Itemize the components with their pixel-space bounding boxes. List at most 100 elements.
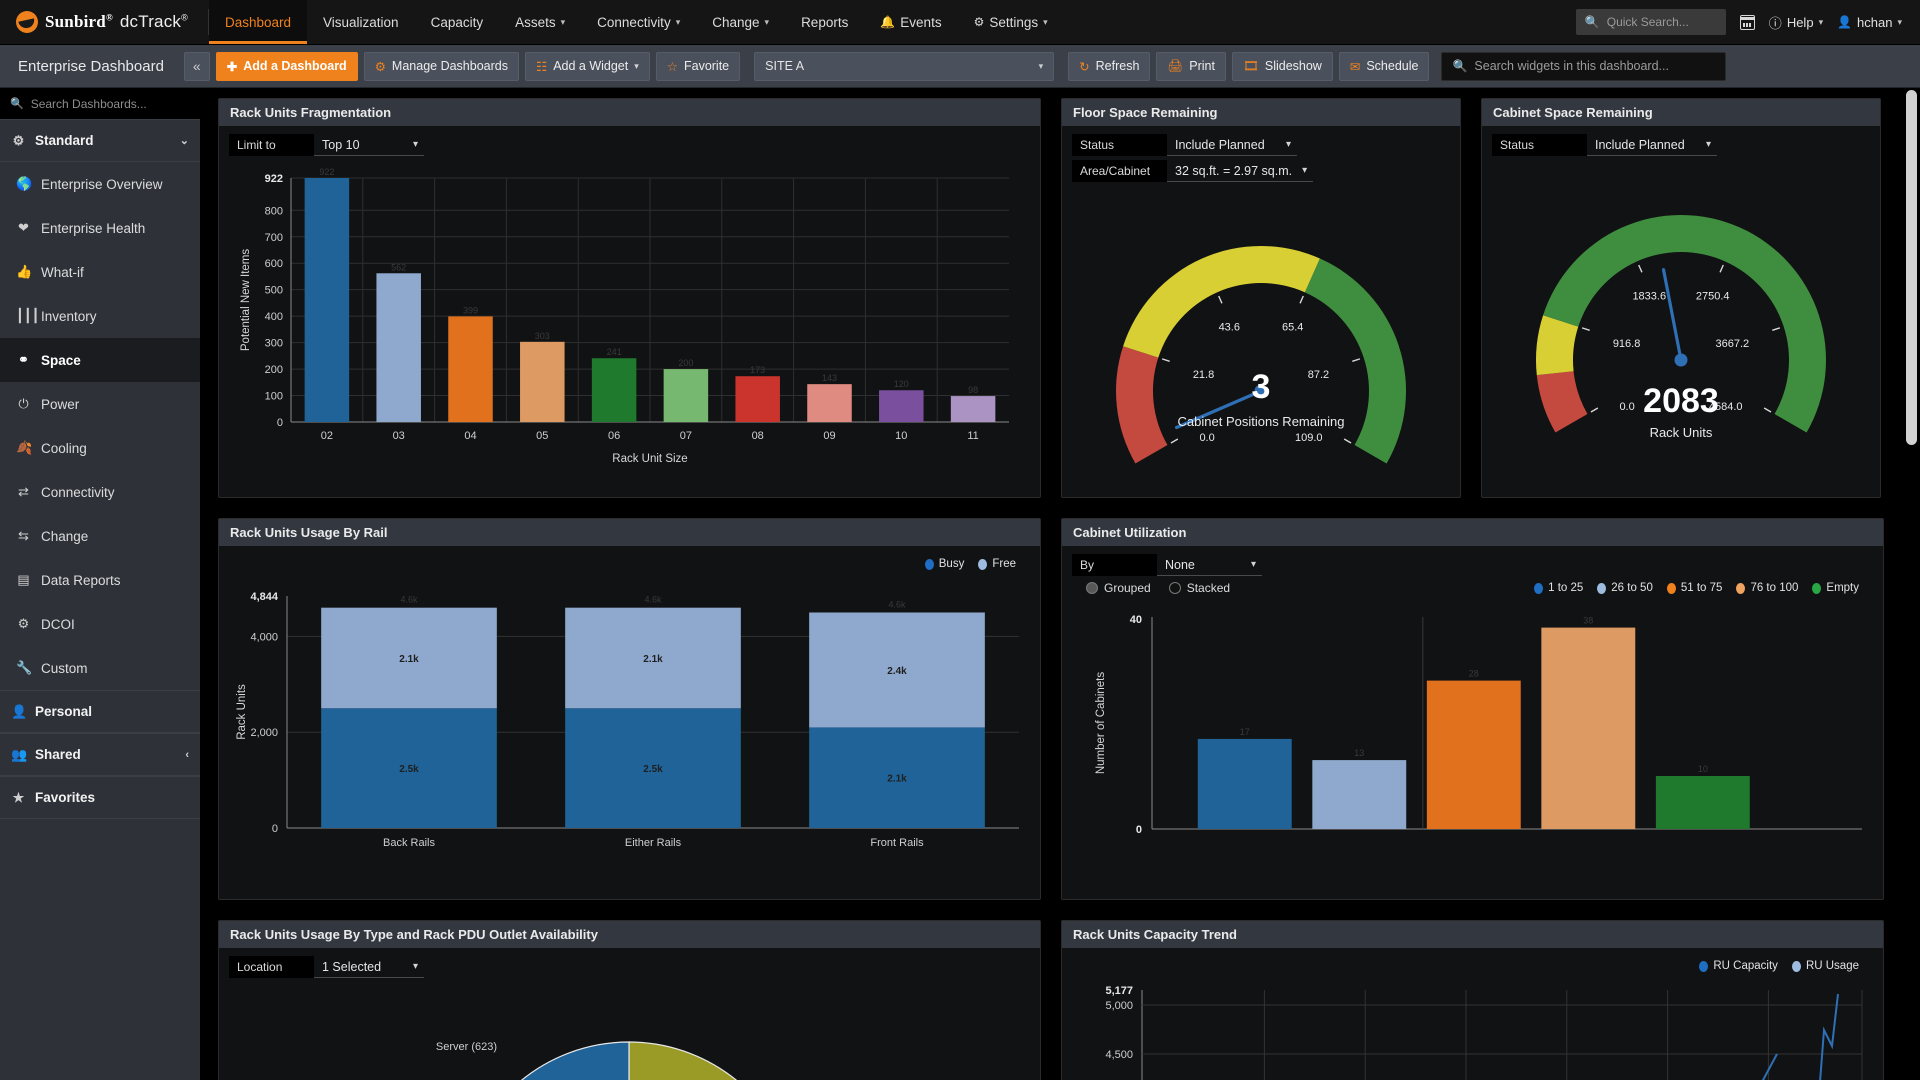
legend-item-busy[interactable]: Busy	[924, 558, 964, 570]
radio-stacked[interactable]: Stacked	[1168, 581, 1230, 595]
fragmentation-chart: 0 100 200 300 400 500 600 700 800 922 922 02 562 03 39…	[240, 167, 1009, 465]
nav-item-capacity[interactable]: Capacity	[430, 14, 484, 30]
widget-usage-by-type: Rack Units Usage By Type and Rack PDU Ou…	[218, 920, 1041, 1080]
slideshow-button[interactable]: 🎞 Slideshow	[1231, 51, 1333, 81]
location-select[interactable]: 1 Selected ▾	[314, 956, 424, 978]
sidebar-section-favorites[interactable]: ★ Favorites	[0, 776, 200, 819]
legend-item-51-to-75[interactable]: 51 to 75	[1666, 582, 1722, 594]
refresh-button[interactable]: ↻ Refresh	[1068, 51, 1151, 81]
status-select[interactable]: Include Planned ▾	[1167, 134, 1297, 156]
sidebar-search-input[interactable]: 🔍 Search Dashboards...	[0, 88, 200, 119]
nav-item-events[interactable]: 🔔 Events	[880, 14, 942, 30]
legend-item-26-to-50[interactable]: 26 to 50	[1597, 582, 1653, 594]
sidebar-item-custom[interactable]: 🔧 Custom	[16, 660, 88, 676]
nav-item-change[interactable]: Change ▾	[712, 14, 770, 30]
nav-item-dashboard[interactable]: Dashboard	[208, 0, 308, 44]
svg-text:1833.6: 1833.6	[1632, 291, 1666, 303]
thumbs-up-icon: 👍	[16, 264, 33, 279]
nav-item-visualization[interactable]: Visualization	[323, 14, 399, 30]
scrollbar-thumb[interactable]	[1906, 90, 1917, 445]
sidebar-item-what-if[interactable]: 👍 What-if	[16, 264, 84, 280]
legend-item-1-to-25[interactable]: 1 to 25	[1534, 582, 1583, 594]
widget-body: RU Capacity RU Usage 5,177 5,000 4,500	[1062, 948, 1883, 1080]
chevron-left-icon: ‹	[185, 748, 189, 761]
plus-icon: ✚	[226, 59, 238, 74]
svg-text:2083: 2083	[1643, 382, 1719, 420]
gear-icon: ⚙	[973, 15, 985, 29]
bell-icon: 🔔	[880, 15, 896, 29]
by-select[interactable]: None ▾	[1157, 554, 1262, 576]
nav-item-settings[interactable]: ⚙ Settings ▾	[973, 14, 1048, 30]
svg-text:399: 399	[463, 305, 478, 315]
barcode-icon: ┃┃┃	[16, 308, 40, 323]
svg-text:100: 100	[265, 391, 283, 403]
legend-dot	[978, 558, 988, 570]
svg-text:04: 04	[464, 430, 476, 442]
sidebar-item-space[interactable]: ⚭ Space	[0, 338, 200, 382]
nav-item-assets[interactable]: Assets ▾	[515, 14, 566, 30]
sidebar-item-dcoi[interactable]: ⚙ DCOI	[17, 616, 75, 632]
legend-item-ru-usage[interactable]: RU Usage	[1791, 960, 1859, 972]
envelope-icon: ✉	[1349, 59, 1361, 74]
main-nav-items: Dashboard Visualization Capacity Assets ▾…	[208, 0, 1064, 44]
power-icon: ⏻	[18, 396, 29, 411]
sidebar-section-personal[interactable]: 👤 Personal	[0, 690, 200, 733]
legend-dot	[1597, 582, 1607, 594]
widget-search-input[interactable]: 🔍 Search widgets in this dashboard...	[1441, 51, 1727, 81]
legend-item-76-to-100[interactable]: 76 to 100	[1736, 582, 1798, 594]
svg-text:109.0: 109.0	[1295, 432, 1323, 444]
legend-dot	[1699, 960, 1709, 972]
site-select[interactable]: SITE A ▾	[754, 51, 1055, 81]
sidebar-item-power[interactable]: ⏻ Power	[0, 382, 200, 426]
svg-text:2.1k: 2.1k	[887, 774, 907, 785]
favorite-button[interactable]: ☆ Favorite	[655, 51, 741, 81]
sidebar-group-standard[interactable]: ⚙ Standard ⌄	[0, 119, 200, 162]
sidebar-item-connectivity[interactable]: ⇄ Connectivity	[0, 470, 200, 514]
group-mode-radios: Grouped Stacked	[1072, 581, 1230, 595]
manage-dashboards-button[interactable]: ⚙ Manage Dashboards	[363, 51, 519, 81]
status-label: Status	[1492, 134, 1587, 156]
status-select[interactable]: Include Planned ▾	[1587, 134, 1717, 156]
help-menu[interactable]: ⓘ Help ▾	[1768, 14, 1824, 31]
add-dashboard-button[interactable]: ✚ Add a Dashboard	[215, 51, 358, 81]
legend-dot	[1736, 582, 1746, 594]
sidebar-item-data-reports[interactable]: ▤ Data Reports	[17, 572, 121, 588]
status-label: Status	[1072, 134, 1167, 156]
legend-item-empty[interactable]: Empty	[1812, 582, 1859, 594]
sidebar-section-shared[interactable]: 👥 Shared ‹	[0, 733, 200, 776]
sidebar-item-enterprise-overview[interactable]: 🌎 Enterprise Overview	[16, 176, 163, 192]
svg-text:03: 03	[393, 430, 405, 442]
svg-text:Rack Units: Rack Units	[236, 684, 248, 740]
widget-body: Busy Free 0 2,000 4,000 4,844 2.5k 2.1k 4.6k Ba…	[219, 546, 1040, 899]
sidebar-item-enterprise-health[interactable]: ❤ Enterprise Health	[0, 206, 200, 250]
add-widget-button[interactable]: ☷ Add a Widget ▾	[524, 51, 650, 81]
star-outline-icon: ☆	[666, 59, 678, 74]
print-button[interactable]: 🖨 Print	[1156, 51, 1226, 81]
area-cabinet-select[interactable]: 32 sq.ft. = 2.97 sq.m. ▾	[1167, 160, 1314, 182]
radio-icon	[1168, 582, 1181, 594]
collapse-sidebar-button[interactable]: «	[183, 51, 210, 81]
radio-grouped[interactable]: Grouped	[1086, 581, 1151, 595]
limit-to-select[interactable]: Top 10 ▾	[314, 134, 424, 156]
sidebar-item-cooling[interactable]: 🍂 Cooling	[16, 440, 87, 456]
chevron-down-icon: ▾	[412, 961, 418, 972]
sidebar-item-change[interactable]: ⇆ Change	[0, 514, 200, 558]
schedule-button[interactable]: ✉ Schedule	[1338, 51, 1430, 81]
nav-item-reports[interactable]: Reports	[801, 14, 849, 30]
canvas-scrollbar[interactable]	[1905, 90, 1918, 1078]
legend-item-free[interactable]: Free	[978, 558, 1016, 570]
svg-text:13: 13	[1354, 748, 1364, 758]
nav-item-connectivity[interactable]: Connectivity ▾	[597, 14, 681, 30]
svg-text:65.4: 65.4	[1282, 322, 1303, 334]
calendar-button[interactable]	[1739, 14, 1755, 30]
quick-search-input[interactable]: 🔍 Quick Search...	[1575, 9, 1726, 35]
svg-text:2.1k: 2.1k	[399, 654, 419, 665]
svg-text:4584.0: 4584.0	[1709, 401, 1743, 413]
limit-to-label: Limit to	[229, 134, 314, 156]
user-menu[interactable]: 👤 hchan ▾	[1837, 14, 1902, 30]
legend-item-ru-capacity[interactable]: RU Capacity	[1699, 960, 1778, 972]
svg-text:0.0: 0.0	[1619, 401, 1634, 413]
calendar-icon	[1739, 14, 1755, 30]
sidebar-item-inventory[interactable]: ┃┃┃ Inventory	[16, 308, 97, 324]
